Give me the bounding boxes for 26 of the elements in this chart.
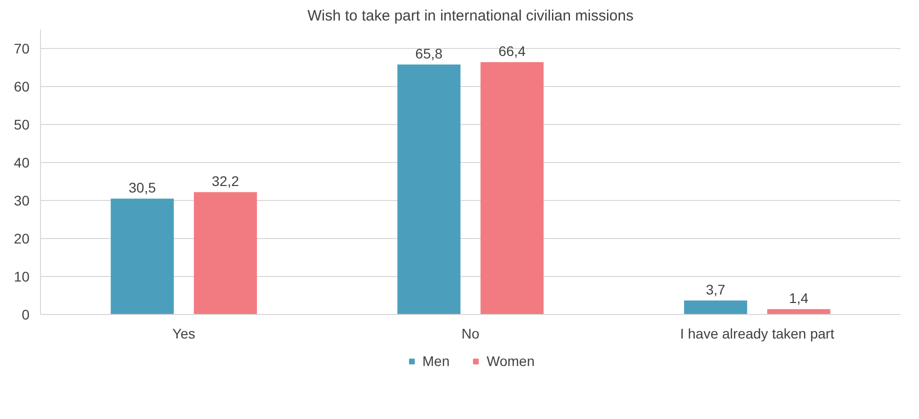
bar: [110, 198, 174, 314]
y-tick-label: 10: [14, 268, 30, 284]
data-label: 66,4: [498, 43, 526, 60]
y-tick-label: 40: [14, 154, 30, 170]
x-tick-label: I have already taken part: [680, 326, 834, 342]
x-tick-label: Yes: [172, 326, 196, 342]
y-tick-label: 20: [14, 230, 30, 246]
data-label: 32,2: [212, 173, 240, 190]
data-label: 1,4: [789, 290, 809, 306]
y-tick-label: 50: [14, 116, 30, 132]
data-label: 3,7: [706, 281, 726, 298]
bar: [397, 64, 460, 314]
bar: [767, 309, 830, 314]
y-tick-label: 70: [14, 40, 30, 56]
y-tick-label: 60: [14, 78, 30, 94]
chart-title: Wish to take part in international civilian missions: [308, 8, 634, 24]
y-tick-label: 30: [14, 192, 30, 208]
y-tick-label: 0: [22, 306, 30, 322]
x-tick-label: No: [462, 326, 480, 342]
bar: [480, 62, 544, 314]
bar: [194, 192, 257, 314]
legend-label: Men: [422, 353, 450, 369]
data-label: 65,8: [415, 45, 443, 62]
legend-label: Women: [486, 353, 535, 369]
bar: [684, 300, 748, 314]
data-label: 30,5: [128, 180, 156, 196]
